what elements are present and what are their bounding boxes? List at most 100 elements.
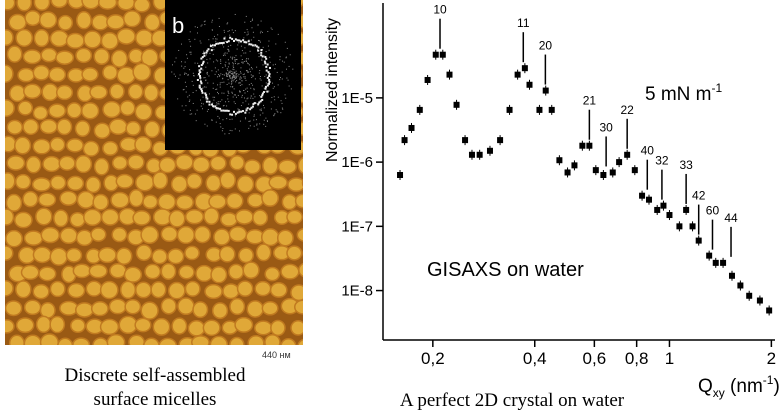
fft-speck xyxy=(290,54,291,55)
fft-ring-dot xyxy=(243,41,245,43)
micelle xyxy=(298,157,312,174)
micelle xyxy=(248,194,263,207)
fft-ring-dot xyxy=(260,52,262,54)
fft-speck xyxy=(233,69,234,70)
micelle xyxy=(57,86,73,100)
fft-speck xyxy=(268,46,269,47)
fft-speck xyxy=(230,86,231,87)
micelle xyxy=(306,318,323,333)
micelle xyxy=(125,267,142,282)
fft-speck xyxy=(216,59,217,60)
micelle xyxy=(158,194,175,210)
fft-speck xyxy=(195,113,196,114)
fft-speck xyxy=(219,103,220,104)
fft-ring-dot xyxy=(267,64,269,66)
micelle xyxy=(7,120,22,134)
fft-speck xyxy=(249,112,250,113)
fft-speck xyxy=(235,115,236,116)
fft-speck xyxy=(276,109,277,110)
fft-speck xyxy=(229,63,230,64)
fft-speck xyxy=(245,80,246,81)
fft-speck xyxy=(262,113,263,114)
fft-ring-dot xyxy=(238,111,240,113)
fft-speck xyxy=(214,97,215,98)
fft-speck xyxy=(208,109,209,110)
fft-speck xyxy=(240,67,241,68)
fft-ring-dot xyxy=(235,113,237,115)
data-point xyxy=(683,207,689,213)
micelle xyxy=(169,282,185,298)
fft-speck xyxy=(271,28,272,29)
fft-ring-dot xyxy=(206,101,208,103)
data-point xyxy=(497,137,503,143)
micelle xyxy=(0,100,14,116)
fft-speck xyxy=(224,75,225,76)
fft-speck xyxy=(206,59,207,60)
fft-speck xyxy=(224,133,225,134)
fft-speck xyxy=(180,74,181,75)
data-point xyxy=(556,157,562,163)
micelle xyxy=(6,301,22,315)
fft-speck xyxy=(213,38,214,39)
fft-speck xyxy=(172,64,173,65)
micelle xyxy=(0,209,13,225)
fft-speck xyxy=(211,22,212,23)
fft-speck xyxy=(204,24,205,25)
fft-speck xyxy=(215,67,216,68)
fft-speck xyxy=(226,105,227,106)
fft-speck xyxy=(216,105,217,106)
fft-ring-dot xyxy=(208,104,210,106)
fft-speck xyxy=(271,97,272,98)
fft-speck xyxy=(286,69,287,70)
micelle xyxy=(243,262,259,278)
micelle xyxy=(144,85,158,101)
fft-speck xyxy=(222,44,223,45)
fft-speck xyxy=(220,123,221,124)
fft-speck xyxy=(189,69,190,70)
fft-speck xyxy=(212,20,213,21)
fft-speck xyxy=(190,31,191,32)
fft-speck xyxy=(230,45,231,46)
fft-speck xyxy=(225,55,226,56)
fft-ring-dot xyxy=(248,40,250,42)
y-tick-label: 1E-5 xyxy=(341,90,373,107)
fft-speck xyxy=(228,66,229,67)
fft-ring-dot xyxy=(233,40,235,42)
fft-speck xyxy=(240,85,241,86)
fft-speck xyxy=(210,58,211,59)
fft-speck xyxy=(233,63,234,64)
fft-speck xyxy=(222,82,223,83)
fft-ring-dot xyxy=(198,65,200,67)
fft-speck xyxy=(212,47,213,48)
fft-speck xyxy=(184,74,185,75)
fft-speck xyxy=(243,37,244,38)
fft-speck xyxy=(189,52,190,53)
fft-speck xyxy=(181,66,182,67)
fft-speck xyxy=(246,70,247,71)
micelle xyxy=(54,210,68,226)
fft-speck xyxy=(222,130,223,131)
fft-speck xyxy=(241,46,242,47)
fft-speck xyxy=(213,100,214,101)
fft-ring-dot xyxy=(203,55,205,57)
fft-speck xyxy=(258,24,259,25)
fft-speck xyxy=(260,109,261,110)
fft-speck xyxy=(234,72,235,73)
micelle xyxy=(179,266,194,279)
fft-ring-dot xyxy=(260,96,262,98)
fft-speck xyxy=(257,129,258,130)
fft-speck xyxy=(254,114,255,115)
fft-speck xyxy=(245,52,246,53)
micelle xyxy=(33,247,51,262)
fft-speck xyxy=(174,61,175,62)
fft-ring-dot xyxy=(212,44,214,46)
micelle xyxy=(59,156,75,170)
data-point xyxy=(706,253,712,259)
fft-speck xyxy=(233,97,234,98)
micelle xyxy=(117,67,135,83)
micelle xyxy=(82,103,99,119)
fft-ring-dot xyxy=(269,73,271,75)
fft-speck xyxy=(207,74,208,75)
fft-ring-dot xyxy=(199,85,201,87)
fft-speck xyxy=(228,46,229,47)
